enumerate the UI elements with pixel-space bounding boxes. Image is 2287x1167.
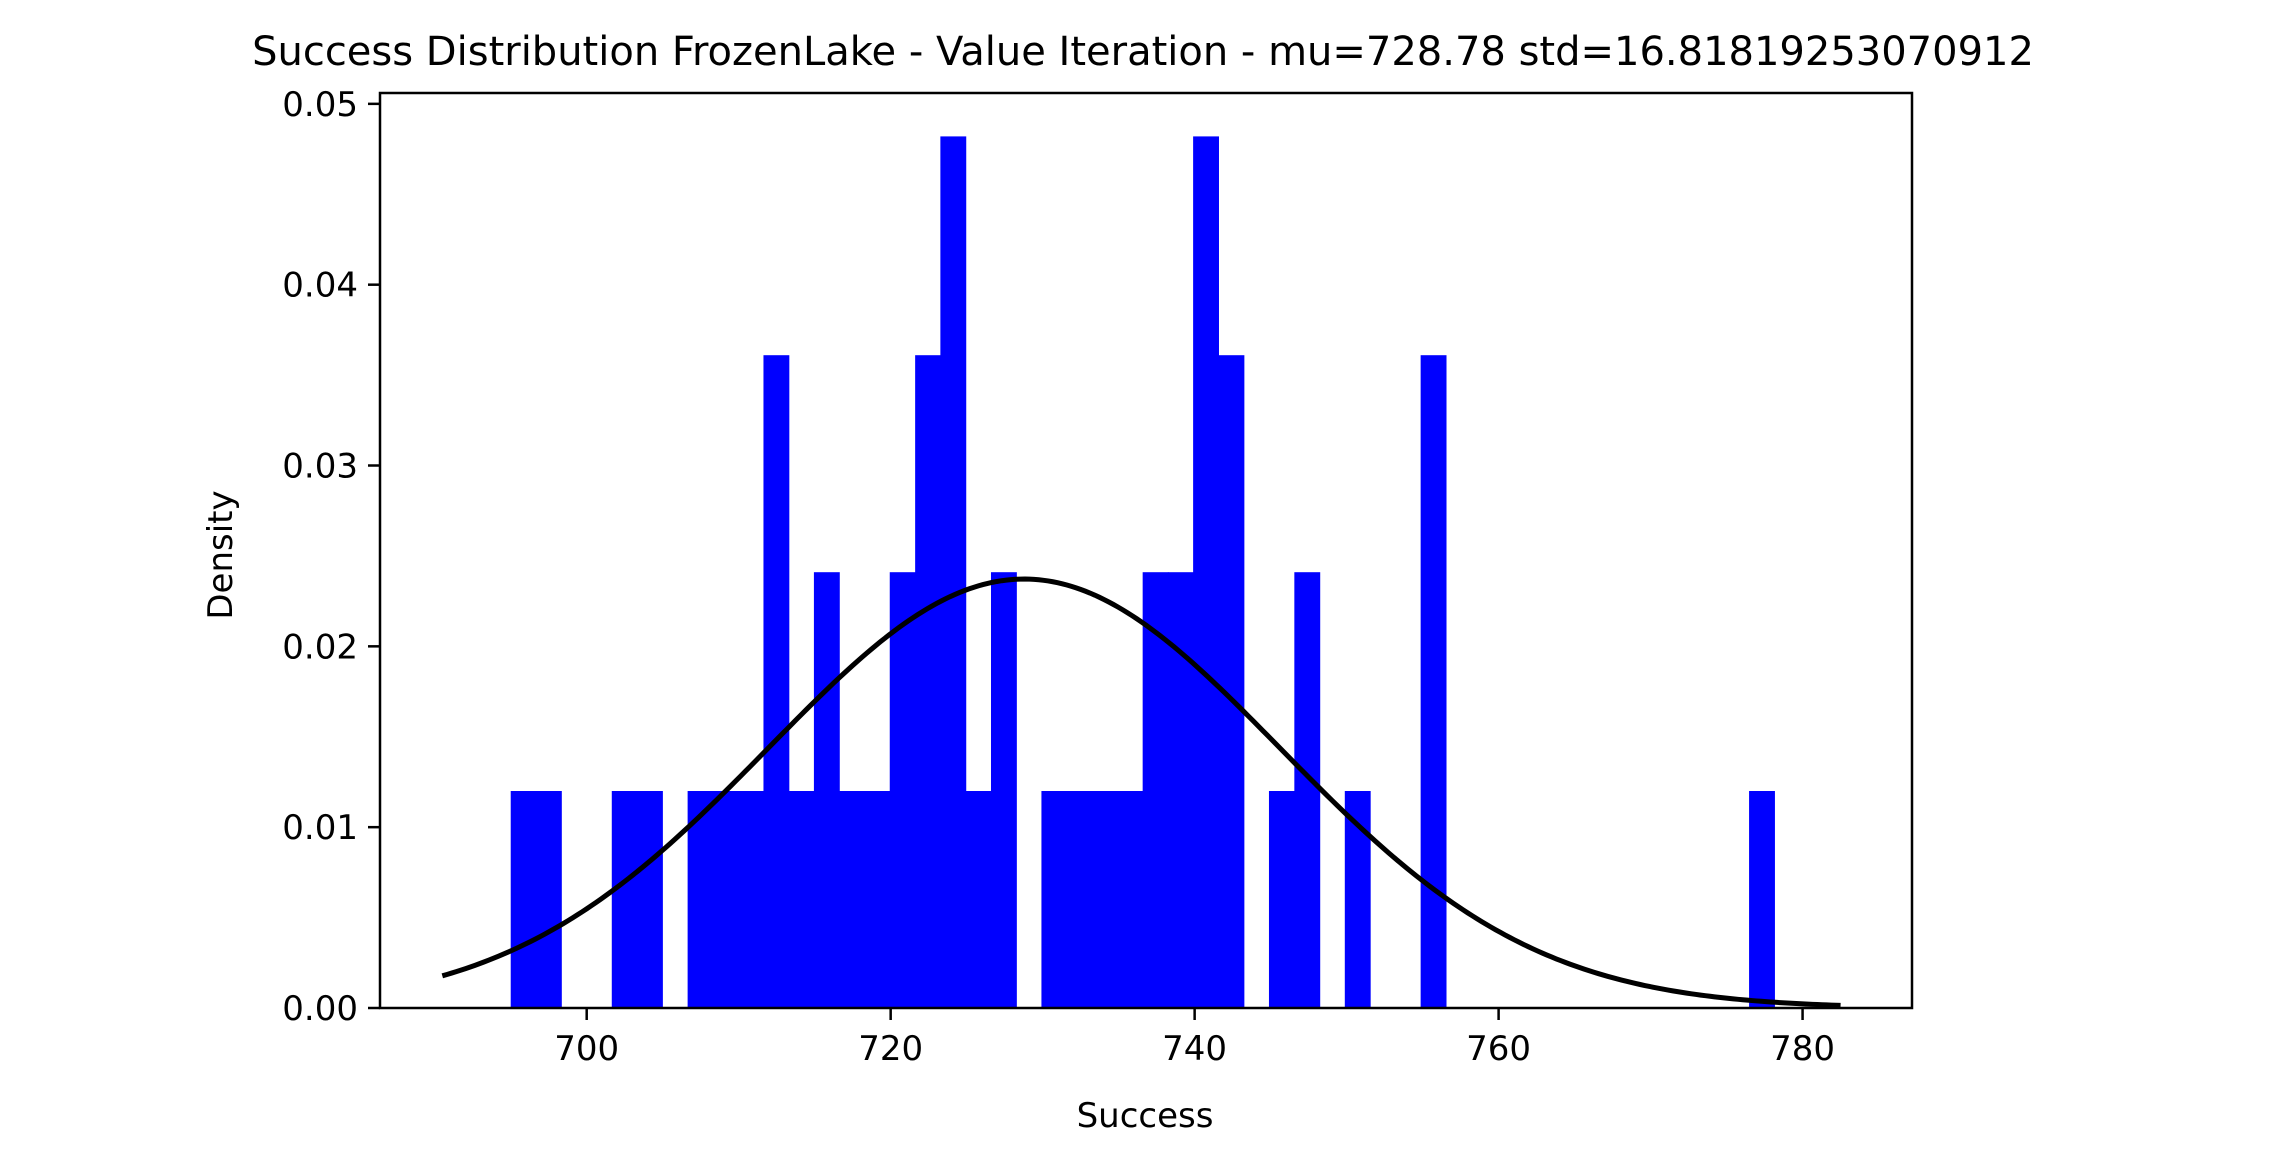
histogram-bar bbox=[889, 572, 916, 1008]
histogram-bar bbox=[1193, 136, 1219, 1008]
y-axis-ticks: 0.00 0.01 0.02 0.03 0.04 0.05 bbox=[282, 85, 380, 1029]
y-tick-label: 0.05 bbox=[282, 85, 358, 125]
histogram-bar bbox=[1749, 791, 1775, 1008]
y-tick-label: 0.04 bbox=[282, 266, 358, 306]
histogram-bar bbox=[1218, 355, 1245, 1008]
histogram-bar bbox=[1167, 572, 1194, 1008]
y-tick-label: 0.03 bbox=[282, 447, 358, 487]
histogram-bars bbox=[510, 136, 1775, 1008]
plot-frame bbox=[378, 91, 1914, 1010]
histogram-bar bbox=[712, 791, 739, 1008]
histogram-bar bbox=[990, 572, 1017, 1008]
histogram-bar bbox=[611, 791, 638, 1008]
x-tick-label: 740 bbox=[1162, 1029, 1227, 1069]
histogram-bar bbox=[738, 791, 764, 1008]
histogram-bar bbox=[510, 791, 537, 1008]
normal-fit-curve bbox=[441, 576, 1841, 1008]
x-tick-label: 700 bbox=[554, 1029, 619, 1069]
chart-title: Success Distribution FrozenLake - Value … bbox=[252, 29, 2034, 75]
histogram-bar bbox=[687, 791, 714, 1008]
histogram-bar bbox=[535, 791, 562, 1008]
histogram-bar bbox=[839, 791, 866, 1008]
histogram-bar bbox=[864, 791, 891, 1008]
histogram-bar bbox=[965, 791, 992, 1008]
histogram-bar bbox=[1117, 791, 1144, 1008]
histogram-bar bbox=[915, 355, 942, 1008]
histogram-bar bbox=[1041, 791, 1068, 1008]
histogram-bar bbox=[637, 791, 663, 1008]
y-tick-label: 0.00 bbox=[282, 989, 358, 1029]
x-tick-label: 780 bbox=[1770, 1029, 1835, 1069]
histogram-bar bbox=[1066, 791, 1093, 1008]
x-tick-label: 760 bbox=[1466, 1029, 1531, 1069]
x-axis-ticks: 700 720 740 760 780 bbox=[554, 1008, 1835, 1069]
histogram-bar bbox=[763, 355, 790, 1008]
y-tick-label: 0.01 bbox=[282, 808, 358, 848]
histogram-bar bbox=[1294, 572, 1321, 1008]
histogram-bar bbox=[1420, 355, 1447, 1008]
histogram-bar bbox=[813, 572, 840, 1008]
x-tick-label: 720 bbox=[858, 1029, 923, 1069]
histogram-bar bbox=[1092, 791, 1118, 1008]
histogram-bar bbox=[788, 791, 815, 1008]
x-axis-label: Success bbox=[1077, 1096, 1214, 1136]
y-axis-label: Density bbox=[201, 490, 241, 619]
histogram-bar bbox=[940, 136, 967, 1008]
histogram-bar bbox=[1142, 572, 1169, 1008]
y-tick-label: 0.02 bbox=[282, 627, 358, 667]
histogram-bar bbox=[1268, 791, 1295, 1008]
